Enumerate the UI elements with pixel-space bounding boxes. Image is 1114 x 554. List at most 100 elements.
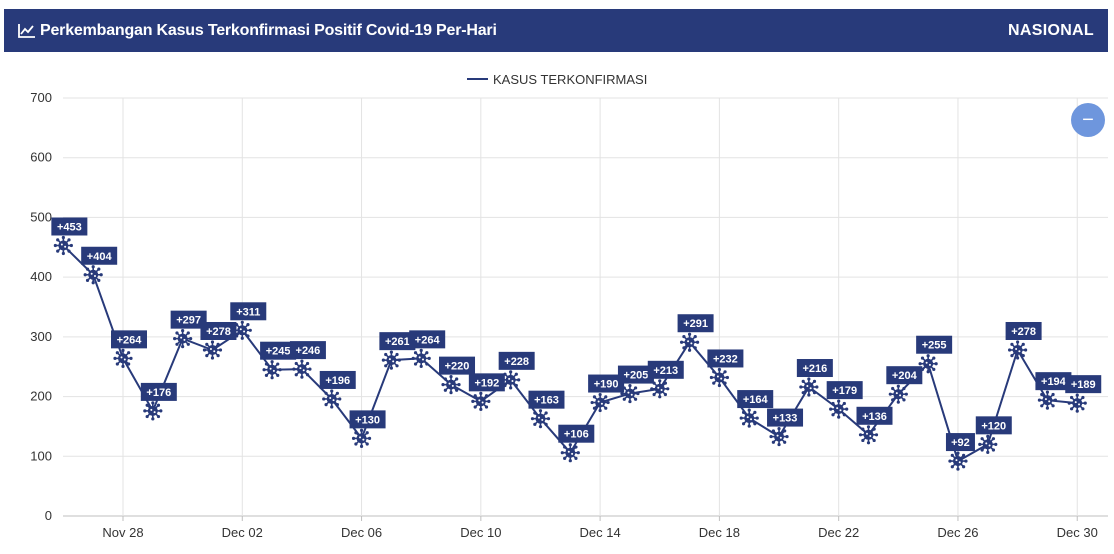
y-tick-label: 600 <box>30 150 52 165</box>
data-label: +220 <box>439 356 476 375</box>
svg-text:+194: +194 <box>1041 376 1067 388</box>
data-label: +261 <box>379 332 416 351</box>
svg-text:+246: +246 <box>296 345 321 357</box>
svg-text:+245: +245 <box>266 346 291 358</box>
data-label: +189 <box>1065 375 1102 394</box>
virus-marker-icon <box>679 332 700 352</box>
data-label: +163 <box>528 390 565 409</box>
svg-text:+220: +220 <box>445 361 470 373</box>
svg-text:+176: +176 <box>146 387 171 399</box>
virus-marker-icon <box>560 443 580 463</box>
data-label: +130 <box>349 410 386 429</box>
data-label: +311 <box>230 302 267 321</box>
data-label: +164 <box>737 390 774 409</box>
scope-label: NASIONAL <box>1008 21 1094 39</box>
data-label: +176 <box>140 382 177 401</box>
svg-text:+92: +92 <box>951 437 970 449</box>
data-label: +246 <box>289 341 326 360</box>
svg-text:+106: +106 <box>564 429 589 441</box>
virus-marker-icon <box>1008 340 1028 360</box>
chart-header: Perkembangan Kasus Terkonfirmasi Positif… <box>4 9 1108 52</box>
svg-text:+278: +278 <box>1011 326 1036 338</box>
virus-marker-icon <box>620 383 640 404</box>
y-tick-label: 700 <box>30 90 52 105</box>
virus-marker-icon <box>262 360 282 380</box>
svg-text:+216: +216 <box>802 363 827 375</box>
data-label: +136 <box>856 406 893 425</box>
virus-marker-icon <box>1067 393 1087 413</box>
virus-marker-icon <box>829 399 849 419</box>
data-label: +194 <box>1035 372 1072 391</box>
data-label: +92 <box>945 433 975 452</box>
virus-marker-icon <box>53 235 73 256</box>
x-tick-label: Dec 26 <box>937 525 978 540</box>
y-tick-label: 500 <box>30 209 52 224</box>
data-label: +228 <box>498 351 535 370</box>
svg-text:+261: +261 <box>385 336 410 348</box>
virus-marker-icon <box>143 401 163 421</box>
data-label: +216 <box>796 359 833 378</box>
svg-text:+189: +189 <box>1071 379 1096 391</box>
minus-icon: − <box>1082 109 1094 131</box>
x-tick-label: Dec 06 <box>341 525 382 540</box>
svg-text:+278: +278 <box>206 326 231 338</box>
svg-text:+404: +404 <box>87 251 113 263</box>
data-label: +205 <box>617 365 654 384</box>
virus-marker-icon <box>173 329 193 349</box>
svg-text:+190: +190 <box>594 379 619 391</box>
data-label: +106 <box>558 424 595 443</box>
virus-marker-icon <box>232 320 252 340</box>
virus-marker-icon <box>411 348 431 368</box>
svg-text:+264: +264 <box>415 334 441 346</box>
collapse-button[interactable]: − <box>1071 103 1105 137</box>
data-label: +192 <box>468 373 505 392</box>
svg-text:+192: +192 <box>474 377 499 389</box>
svg-text:+291: +291 <box>683 318 708 330</box>
line-chart-icon <box>18 23 36 39</box>
virus-marker-icon <box>471 391 491 411</box>
svg-text:+204: +204 <box>892 370 918 382</box>
header-title-group: Perkembangan Kasus Terkonfirmasi Positif… <box>18 22 497 40</box>
data-label: +453 <box>51 217 88 236</box>
data-label: +190 <box>588 374 625 393</box>
svg-text:+232: +232 <box>713 353 738 365</box>
x-tick-label: Dec 10 <box>460 525 501 540</box>
y-tick-label: 200 <box>30 389 52 404</box>
svg-text:+228: +228 <box>504 356 529 368</box>
y-tick-label: 400 <box>30 269 52 284</box>
x-tick-label: Nov 28 <box>102 525 143 540</box>
virus-marker-icon <box>739 408 759 428</box>
virus-marker-icon <box>769 426 789 447</box>
data-label: +255 <box>916 335 953 354</box>
x-tick-label: Dec 02 <box>222 525 263 540</box>
data-label: +264 <box>409 330 446 349</box>
svg-text:+120: +120 <box>981 420 1006 432</box>
legend-label: KASUS TERKONFIRMASI <box>493 72 647 87</box>
data-label: +278 <box>200 321 237 340</box>
legend: KASUS TERKONFIRMASI <box>467 72 647 87</box>
svg-text:+164: +164 <box>743 394 769 406</box>
virus-marker-icon <box>858 425 879 445</box>
data-label: +291 <box>677 314 714 333</box>
virus-marker-icon <box>948 451 968 471</box>
virus-marker-icon <box>590 392 610 413</box>
data-label: +204 <box>886 366 923 385</box>
virus-marker-icon <box>1037 390 1058 410</box>
data-label: +245 <box>260 341 297 360</box>
svg-text:+255: +255 <box>922 340 947 352</box>
data-label: +232 <box>707 349 744 368</box>
data-label: +404 <box>81 246 118 265</box>
virus-marker-icon <box>799 377 819 397</box>
virus-marker-icon <box>351 428 372 448</box>
y-tick-label: 300 <box>30 329 52 344</box>
data-label: +133 <box>767 408 804 427</box>
virus-marker-icon <box>918 354 938 374</box>
chart-title: Perkembangan Kasus Terkonfirmasi Positif… <box>40 21 497 39</box>
data-label: +196 <box>319 370 356 389</box>
x-tick-label: Dec 18 <box>699 525 740 540</box>
y-tick-label: 100 <box>30 448 52 463</box>
x-tick-label: Dec 22 <box>818 525 859 540</box>
y-tick-label: 0 <box>45 508 52 523</box>
virus-marker-icon <box>978 434 998 454</box>
virus-marker-icon <box>888 384 908 404</box>
